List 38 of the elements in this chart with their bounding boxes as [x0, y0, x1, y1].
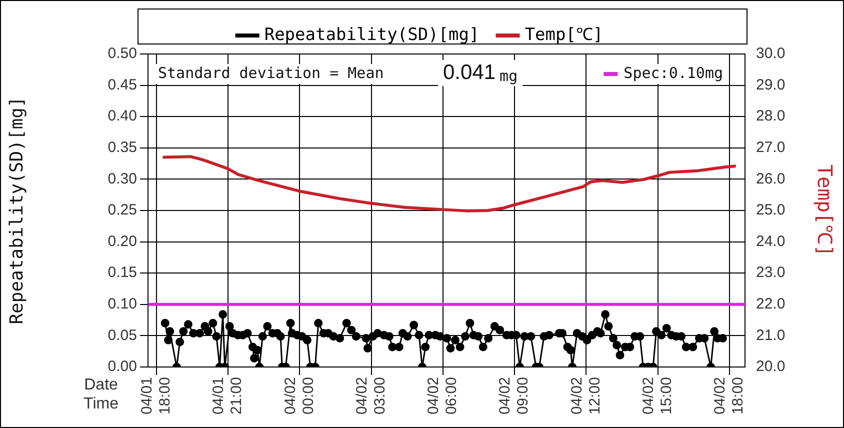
y2-tick-label: 30.0 [756, 45, 786, 62]
x-axis-title: Date Time [84, 376, 119, 412]
y-tick-label: 0.05 [108, 326, 137, 344]
y2-axis-title: Temp[℃] [812, 164, 837, 257]
legend-label: Temp[℃] [524, 24, 604, 45]
x-tick-label: 04/01 21:00 [210, 377, 246, 415]
x-tick-label: 04/02 15:00 [640, 377, 675, 415]
y2-tick-label: 22.0 [756, 296, 786, 313]
y2-tick-label: 25.0 [756, 202, 786, 219]
x-tick-label: 04/02 12:00 [568, 377, 604, 415]
y2-tick-label: 29.0 [756, 76, 786, 94]
y-tick-label: 0.10 [108, 296, 137, 313]
y-tick-label: 0.40 [108, 108, 137, 125]
y-tick-label: 0.25 [108, 202, 137, 219]
y-tick-label: 0.30 [108, 170, 137, 188]
y-tick-label: 0.15 [108, 264, 137, 282]
y2-tick-label: 21.0 [756, 326, 786, 344]
y2-tick-label: 28.0 [756, 108, 786, 125]
y2-tick-label: 24.0 [756, 232, 786, 250]
y-tick-label: 0.20 [108, 232, 137, 250]
y-axis-title: Repeatability(SD)[mg] [6, 96, 28, 324]
y2-tick-label: 27.0 [756, 139, 786, 156]
y2-tick-label: 26.0 [756, 170, 786, 188]
x-tick-label: 04/02 03:00 [353, 377, 388, 415]
legend-label: Spec:0.10mg [624, 64, 724, 82]
x-tick-label: 04/02 00:00 [282, 377, 317, 415]
annotation: Standard deviation = Mean [158, 64, 384, 82]
y2-tick-label: 20.0 [756, 358, 786, 376]
legend-label: Repeatability(SD)[mg] [264, 24, 480, 45]
x-tick-label: 04/02 06:00 [425, 377, 460, 415]
y-tick-label: 0.50 [108, 45, 137, 62]
y-tick-label: 0.35 [108, 139, 137, 156]
x-tick-label: 04/01 18:00 [138, 377, 174, 415]
y-tick-label: 0.00 [108, 358, 137, 376]
y2-tick-label: 23.0 [756, 264, 786, 282]
y-tick-label: 0.45 [108, 76, 137, 94]
x-tick-label: 04/02 09:00 [496, 377, 532, 415]
x-tick-label: 04/02 18:00 [712, 377, 747, 415]
